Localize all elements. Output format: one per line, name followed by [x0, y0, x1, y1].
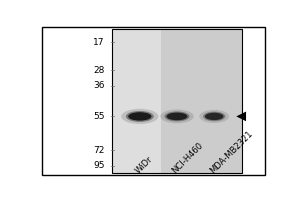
Text: NCI-H460: NCI-H460 [171, 140, 205, 175]
Text: 28: 28 [94, 66, 105, 75]
Ellipse shape [164, 111, 190, 121]
Text: 55: 55 [93, 112, 105, 121]
Bar [112, 29, 242, 173]
Ellipse shape [205, 113, 224, 120]
Text: 95: 95 [93, 161, 105, 170]
Ellipse shape [199, 110, 229, 123]
Ellipse shape [128, 112, 152, 121]
Ellipse shape [203, 112, 225, 121]
Polygon shape [236, 112, 246, 121]
Ellipse shape [160, 109, 194, 123]
Ellipse shape [121, 109, 158, 124]
Bar [112, 29, 242, 173]
Text: 72: 72 [94, 146, 105, 155]
Ellipse shape [167, 113, 188, 120]
Text: 17: 17 [93, 38, 105, 47]
Bar [112, 29, 161, 173]
Text: MDA-MB2321: MDA-MB2321 [208, 129, 254, 175]
Ellipse shape [126, 111, 154, 122]
Text: WiDr: WiDr [134, 154, 154, 175]
Text: 36: 36 [93, 81, 105, 90]
